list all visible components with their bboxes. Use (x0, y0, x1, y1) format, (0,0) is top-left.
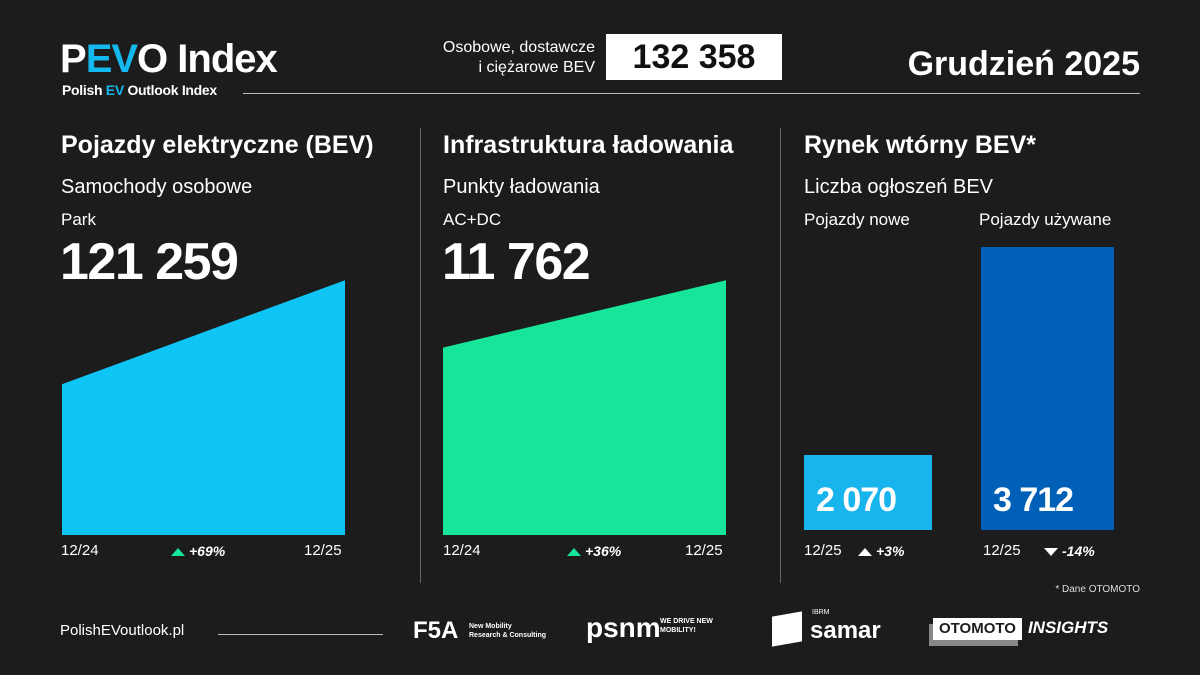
x-end: 12/25 (304, 542, 342, 559)
bar-x: 12/25 (983, 542, 1021, 559)
change-badge: +36% (567, 542, 621, 560)
psnm-logo: psnm (586, 612, 661, 643)
footnote: * Dane OTOMOTO (1055, 584, 1140, 595)
arrow-up-icon (858, 548, 872, 557)
area-chart-charging (443, 280, 726, 535)
change-badge: +3% (858, 542, 904, 560)
psnm-tagline: WE DRIVE NEW MOBILITY! (660, 618, 713, 634)
panel-subtitle: Samochody osobowe (61, 176, 253, 198)
samar-logo: samar (810, 617, 881, 644)
area-series (62, 280, 345, 535)
f5a-logo: F5A (413, 617, 459, 644)
bar-label: Pojazdy używane (979, 210, 1112, 229)
panel-title: Infrastruktura ładowania (443, 131, 734, 159)
f5a-tagline: New Mobility Research & Consulting (469, 623, 547, 639)
arrow-up-icon (171, 548, 185, 557)
panel-title: Pojazdy elektryczne (BEV) (61, 131, 374, 159)
bar-value: 2 070 (816, 481, 897, 519)
bar-new: 2 070 (804, 455, 932, 530)
bar-x: 12/25 (804, 542, 842, 559)
change-badge: -14% (1044, 542, 1095, 560)
pevo-logo: PEVO Index (60, 37, 278, 81)
samar-logo-mark (772, 611, 802, 647)
total-value: 132 358 (606, 34, 782, 80)
bar-label: Pojazdy nowe (804, 210, 910, 229)
arrow-down-icon (1044, 548, 1058, 557)
footer-divider (218, 634, 383, 635)
metric-label: AC+DC (443, 210, 502, 229)
metric-value: 11 762 (442, 233, 591, 291)
change-badge: +69% (171, 542, 225, 560)
bar-value: 3 712 (993, 481, 1074, 519)
divider (420, 128, 421, 583)
bar-used: 3 712 (981, 247, 1114, 530)
logo-subtitle: Polish EV Outlook Index (62, 82, 217, 98)
header-divider (243, 93, 1140, 94)
report-date: Grudzień 2025 (907, 45, 1140, 83)
panel-subtitle: Liczba ogłoszeń BEV (804, 176, 994, 198)
panel-title: Rynek wtórny BEV* (804, 131, 1037, 159)
area-chart-ev (62, 280, 345, 535)
arrow-up-icon (567, 548, 581, 557)
metric-value: 121 259 (60, 233, 239, 291)
panel-subtitle: Punkty ładowania (443, 176, 600, 198)
website-link[interactable]: PolishEVoutlook.pl (60, 622, 185, 639)
otomoto-logo: OTOMOTO INSIGHTS (933, 617, 1108, 640)
x-start: 12/24 (443, 542, 481, 559)
total-label: Osobowe, dostawcze i ciężarowe BEV (442, 39, 595, 76)
x-start: 12/24 (61, 542, 99, 559)
divider (780, 128, 781, 583)
area-series (443, 280, 726, 535)
ibrm-label: IBRM (812, 609, 830, 616)
x-end: 12/25 (685, 542, 723, 559)
metric-label: Park (61, 210, 96, 229)
